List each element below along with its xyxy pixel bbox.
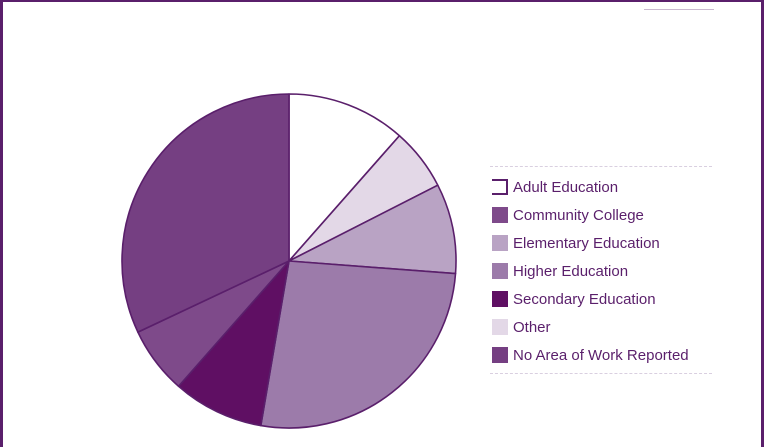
legend-label-elementary-education: Elementary Education <box>513 234 660 252</box>
legend-item-adult-education: Adult Education <box>492 173 712 201</box>
legend-swatch-secondary-education <box>492 291 508 307</box>
legend-item-community-college: Community College <box>492 201 712 229</box>
legend-swatch-community-college <box>492 207 508 223</box>
legend-item-other: Other <box>492 313 712 341</box>
legend-label-secondary-education: Secondary Education <box>513 290 656 308</box>
chart-legend: Adult Education Community College Elemen… <box>490 166 712 374</box>
legend-label-other: Other <box>513 318 551 336</box>
pie-slice-no-area-of-work-reported <box>121 93 290 333</box>
legend-label-higher-education: Higher Education <box>513 262 629 280</box>
legend-swatch-other <box>492 319 508 335</box>
pie-slice-adult-education <box>288 93 401 262</box>
legend-swatch-no-area-of-work-reported <box>492 347 508 363</box>
legend-label-adult-education: Adult Education <box>513 178 619 196</box>
top-rule-line <box>644 9 714 10</box>
legend-swatch-higher-education <box>492 263 508 279</box>
pie-slice-higher-education <box>260 260 457 429</box>
legend-swatch-adult-education <box>492 179 508 195</box>
legend-label-no-area-of-work-reported: No Area of Work Reported <box>513 346 689 364</box>
pie-slice-secondary-education <box>177 260 290 427</box>
legend-item-higher-education: Higher Education <box>492 257 712 285</box>
pie-slice-elementary-education <box>288 184 457 275</box>
legend-swatch-elementary-education <box>492 235 508 251</box>
legend-item-no-area-of-work-reported: No Area of Work Reported <box>492 341 712 369</box>
legend-label-community-college: Community College <box>513 206 644 224</box>
legend-item-secondary-education: Secondary Education <box>492 285 712 313</box>
legend-item-elementary-education: Elementary Education <box>492 229 712 257</box>
